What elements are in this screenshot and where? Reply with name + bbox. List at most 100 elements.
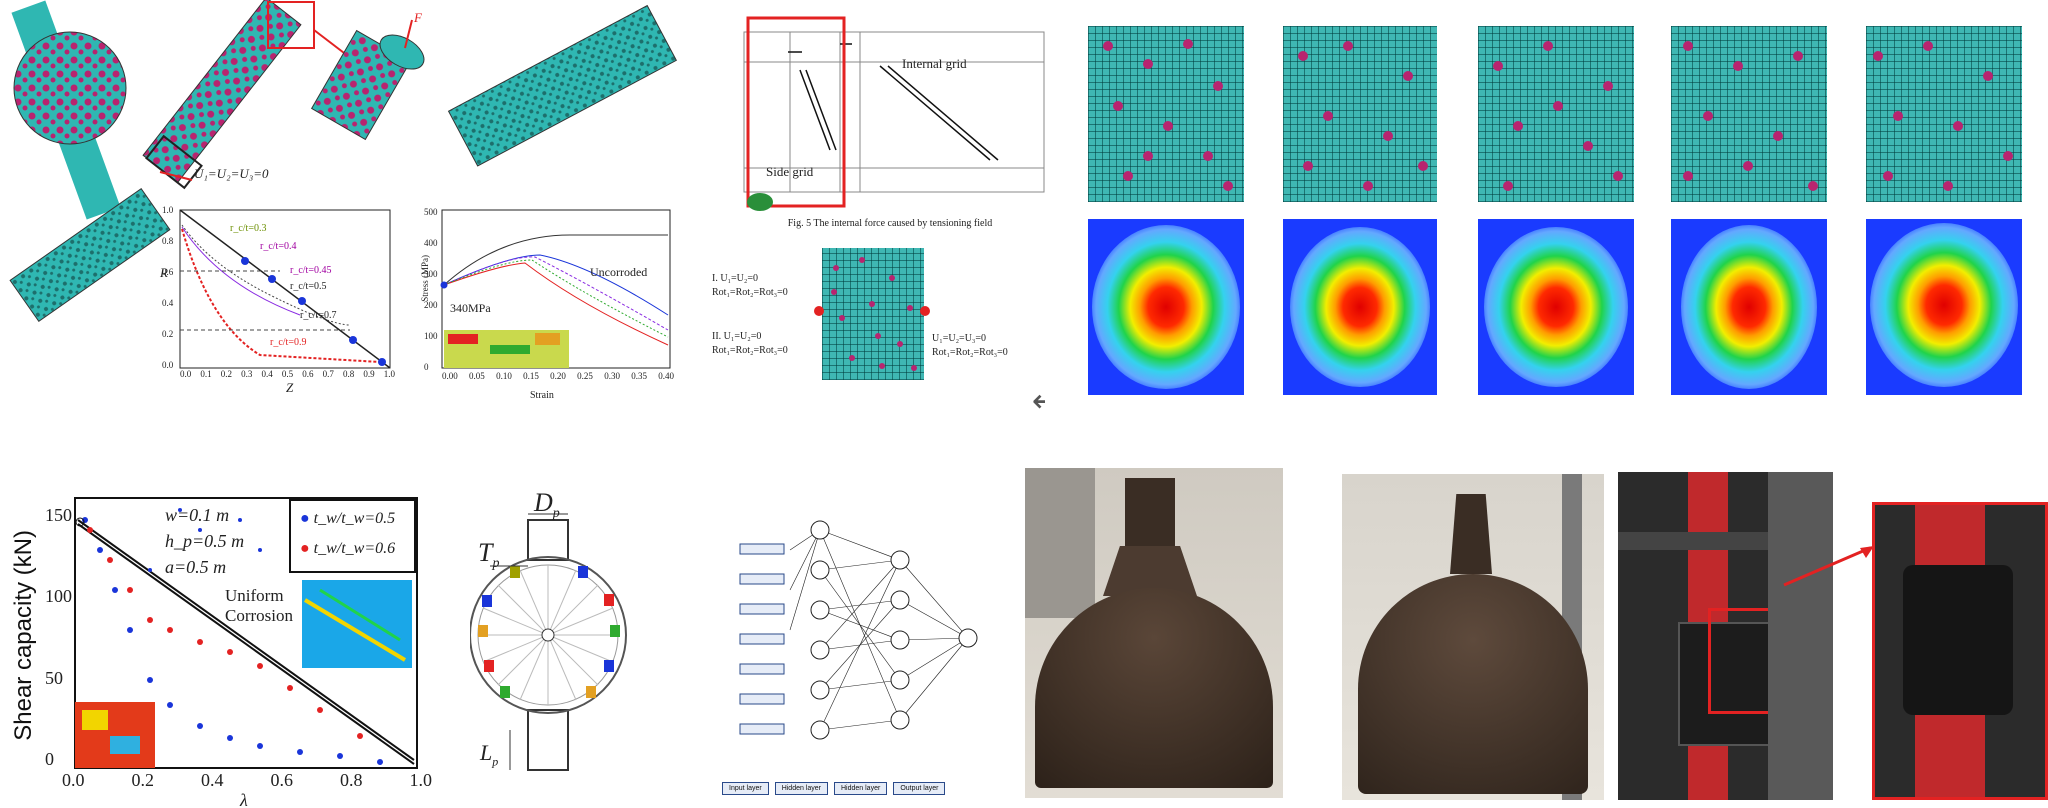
curve-ytick: 0.4 [162,298,174,308]
slab-model [447,4,678,167]
ring-svg [470,513,627,771]
stress-xtick: 0.35 [631,371,647,381]
boundary-label: U₁=U₂=U₃=0 [194,166,269,181]
side-grid-label: Side grid [766,164,814,179]
stress-xtick: 0.25 [577,371,593,381]
shear-xtick: 0.0 [62,770,85,790]
lp-subscript: p [492,754,499,769]
shear-ylabel: Shear capacity (kN) [10,530,37,741]
specimen-clamp [1678,622,1772,746]
curve-xtick: 0.6 [302,369,314,379]
tube-detail [310,19,425,141]
boundary-right: U₁=U₂=U₃=0 Rot₁=Rot₂=Rot₃=0 [932,332,1008,360]
shear-ytick: 100 [45,586,72,607]
curve-legend-2: r_c/t=0.45 [290,265,332,276]
stress-xtick: 0.00 [442,371,458,381]
stress-xtick: 0.40 [658,371,674,381]
specimen-neck [1125,478,1175,548]
boundary-i-line1: I. U₁=U₂=0 [712,273,759,284]
stress-yticks: 500 400 300 200 100 0 [424,207,438,372]
dp-letter: D [534,490,553,517]
curve-ytick: 0.6 [162,267,174,277]
shear-param-a: a=0.5 m [165,557,227,577]
shear-xticks: 0.0 0.2 0.4 0.6 0.8 1.0 [62,770,432,791]
specimen-collar [1103,546,1197,596]
shear-legend-blue: ● t_w/t_w=0.5 [300,504,395,534]
curve-legend-1: r_c/t=0.4 [260,241,297,252]
internal-grid-label: Internal grid [902,56,967,71]
mesh-sample-3 [1478,26,1634,202]
boundary-ii-line2: Rot₁=Rot₂=Rot₃=0 [712,345,788,356]
ring-diagram: Dp Tp Lp [470,490,680,808]
curve-xticks: 0.0 0.1 0.2 0.3 0.4 0.5 0.6 0.7 0.8 0.9 … [180,369,395,379]
curve-ytick: 0.8 [162,236,174,246]
nn-input-layer: Input layer [722,782,769,795]
tp-subscript: p [492,556,500,572]
shear-legend: ● t_w/t_w=0.5 ● t_w/t_w=0.6 [300,504,395,564]
mesh-sample-5 [1866,26,2022,202]
shear-capacity-plot: Shear capacity (kN) 150 100 50 0 0.0 0.2… [0,490,440,808]
tp-label: Tp [478,538,499,572]
contour-row [1088,219,2022,395]
legend-red-label: t_w/t_w=0.6 [313,540,396,557]
neural-network-diagram: Input layer Hidden layer Hidden layer Ou… [720,490,1020,808]
shear-param-w: w=0.1 m [165,505,230,525]
lp-letter: L [480,740,493,765]
fe-models-svg: F [9,0,678,323]
curve-ytick: 1.0 [162,205,174,215]
curve-xtick: 0.8 [343,369,355,379]
shear-ytick: 50 [45,667,63,688]
return-icon: ↲ [1028,379,1045,415]
shear-xtick: 0.4 [201,770,224,790]
hemisphere-photo-1 [1025,468,1283,798]
tension-field-svg [743,16,1045,211]
shear-ytick: 0 [45,748,54,769]
force-label: F [413,10,423,25]
stress-xtick: 0.05 [469,371,485,381]
nn-hidden-layer-2: Hidden layer [834,782,888,795]
test-rig-photo [1618,472,1833,800]
tension-field-panel: Internal grid Side grid Fig. 5 The inter… [700,0,1045,420]
curve-plot: R Z r_c/t=0.3 r_c/t=0.4 r_c/t=0.45 r_c/t… [150,205,400,395]
shear-plot-svg [74,497,418,769]
stress-ytick: 300 [424,269,438,279]
tube-lower-model [9,187,171,323]
shear-xtick: 1.0 [409,770,433,790]
legend-red-marker: ● [300,540,314,557]
curve-xtick: 0.0 [180,369,192,379]
curve-plot-svg [179,209,391,369]
stress-xtick: 0.10 [496,371,512,381]
curve-xtick: 0.2 [220,369,232,379]
curve-legend-3: r_c/t=0.5 [290,281,327,292]
hemisphere-shell [1035,588,1273,788]
tube-model [142,0,349,190]
stress-ytick: 500 [424,207,438,217]
test-rig-detail-photo [1872,502,2048,800]
stress-ytick: 0 [424,362,429,372]
mesh-contour-grid [1088,26,2038,396]
nn-svg [739,520,978,740]
sphere-model [11,0,127,220]
mesh-spots [1103,39,2013,191]
figure-caption: Fig. 5 The internal force caused by tens… [787,218,993,229]
nn-layer-labels: Input layer Hidden layer Hidden layer Ou… [722,782,1012,795]
curve-legend-0: r_c/t=0.3 [230,223,267,234]
top-left-panel: F U₁=U₂=U₃=0 R Z r_c/t=0.3 r_c/t=0.4 r_c… [0,0,690,410]
yield-value-label: 340MPa [450,301,491,315]
zoom-arrow [1783,546,1874,587]
curve-legend-5: r_c/t=0.9 [270,337,307,348]
specimen-neck [1450,494,1492,574]
uniform-label-line2: Corrosion [225,606,293,625]
stress-xtick: 0.20 [550,371,566,381]
stress-xlabel: Strain [530,390,554,401]
shear-xtick: 0.2 [131,770,155,790]
uniform-label-line1: Uniform [225,586,284,605]
stress-ytick: 100 [424,331,438,341]
stress-xticks: 0.00 0.05 0.10 0.15 0.20 0.25 0.30 0.35 … [442,371,674,381]
clamp-detail [1903,565,2013,715]
curve-yticks: 1.0 0.8 0.6 0.4 0.2 0.0 [162,205,173,370]
lp-label: Lp [480,740,498,769]
shear-params: w=0.1 m h_p=0.5 m a=0.5 m [165,502,244,580]
uncorroded-label: Uncorroded [590,265,648,279]
stress-ytick: 200 [424,300,438,310]
